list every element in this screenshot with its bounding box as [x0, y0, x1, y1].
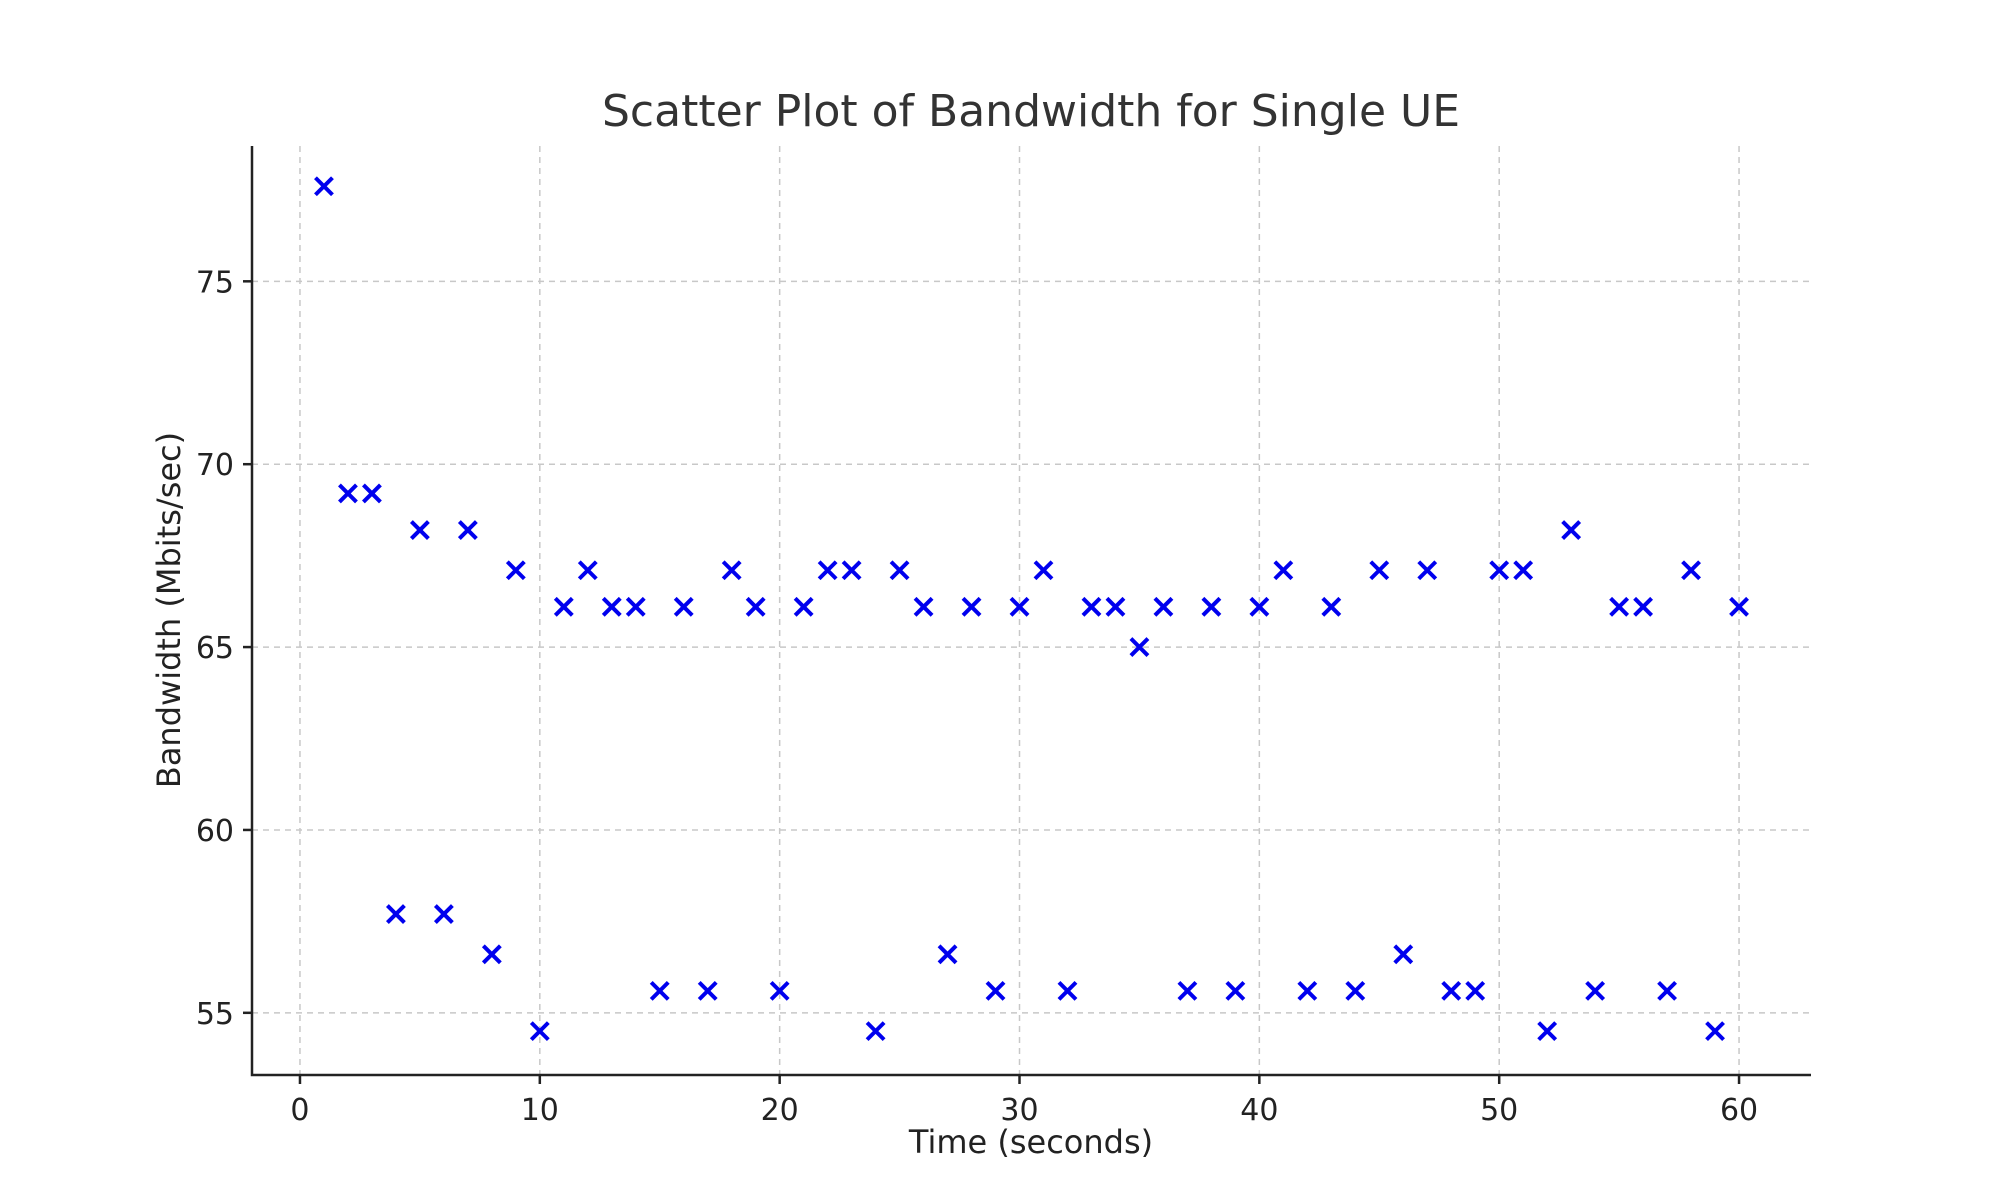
data-point: [481, 944, 502, 965]
y-tick-label: 70: [196, 448, 234, 483]
data-point: [769, 980, 790, 1001]
data-point: [338, 483, 358, 504]
data-point: [1633, 596, 1654, 617]
data-point: [817, 560, 838, 581]
data-point: [1465, 980, 1486, 1001]
data-point: [1081, 596, 1102, 617]
data-point: [505, 560, 526, 581]
data-point: [985, 980, 1006, 1001]
x-tick-label: 30: [1000, 1093, 1038, 1128]
data-point: [1369, 560, 1390, 581]
data-point: [649, 980, 670, 1001]
data-point: [1609, 596, 1630, 617]
data-point: [1153, 596, 1174, 617]
data-point: [314, 176, 334, 197]
x-tick-label: 60: [1720, 1093, 1758, 1128]
data-point: [1273, 560, 1294, 581]
data-point: [1561, 520, 1582, 540]
data-point: [1657, 980, 1678, 1001]
x-tick-label: 0: [290, 1093, 309, 1128]
data-point: [913, 596, 934, 617]
data-point: [1009, 596, 1030, 617]
x-tick-label: 10: [521, 1093, 559, 1128]
data-point: [409, 520, 430, 540]
y-tick-label: 65: [196, 631, 234, 666]
data-point: [625, 596, 646, 617]
grid-layer: [252, 146, 1811, 1075]
data-point: [1417, 560, 1438, 581]
data-point: [1249, 596, 1270, 617]
x-tick-label: 20: [761, 1093, 799, 1128]
data-point: [793, 596, 814, 617]
data-point: [937, 944, 958, 965]
y-tick-label: 55: [196, 997, 234, 1032]
data-point: [1177, 980, 1198, 1001]
data-point: [841, 560, 862, 581]
x-tick-label: 50: [1480, 1093, 1518, 1128]
data-point: [1033, 560, 1054, 581]
data-point: [1225, 980, 1246, 1001]
data-point: [577, 560, 598, 581]
data-point: [1585, 980, 1606, 1001]
y-axis-label: Bandwidth (Mbits/sec): [150, 432, 188, 788]
data-point: [889, 560, 910, 581]
data-point: [1681, 560, 1701, 581]
axes-spine: [250, 146, 1811, 1077]
y-tick-label: 75: [196, 265, 234, 300]
data-point: [673, 596, 694, 617]
data-point: [553, 596, 574, 617]
x-tick-label: 40: [1240, 1093, 1278, 1128]
data-point: [1345, 980, 1366, 1001]
data-point: [865, 1021, 886, 1042]
data-point: [697, 980, 718, 1001]
data-point: [433, 904, 454, 924]
data-point: [1441, 980, 1462, 1001]
data-point: [1057, 980, 1078, 1001]
data-point: [1513, 560, 1534, 581]
y-tick-label: 60: [196, 814, 234, 849]
data-point: [1489, 560, 1510, 581]
x-axis-label: Time (seconds): [908, 1123, 1153, 1161]
data-point: [1537, 1021, 1558, 1042]
data-point: [529, 1021, 550, 1042]
chart-title: Scatter Plot of Bandwidth for Single UE: [602, 86, 1460, 137]
data-point: [601, 596, 622, 617]
data-point: [385, 904, 406, 924]
data-point: [1729, 596, 1749, 617]
data-point: [1321, 596, 1342, 617]
data-point: [457, 520, 478, 540]
data-points: [314, 176, 1749, 1042]
data-point: [1201, 596, 1222, 617]
data-point: [961, 596, 982, 617]
data-point: [362, 483, 382, 504]
data-point: [1129, 637, 1150, 657]
data-point: [1297, 980, 1318, 1001]
data-point: [745, 596, 766, 617]
data-point: [1705, 1021, 1725, 1042]
data-point: [721, 560, 742, 581]
data-point: [1393, 944, 1414, 965]
axes: [250, 146, 1811, 1077]
ticks: 0 10 20 30 40 50 60 55 60 65 70 75: [196, 265, 1758, 1128]
data-point: [1105, 596, 1126, 617]
